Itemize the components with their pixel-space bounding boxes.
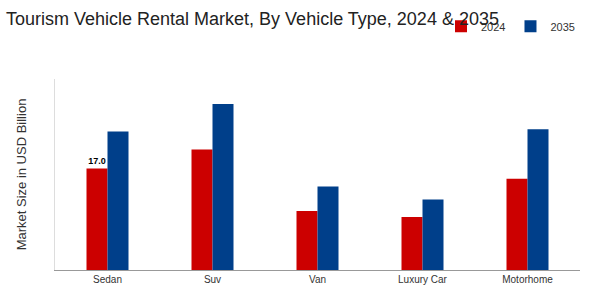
svg-text:2035: 2035 — [550, 21, 574, 33]
svg-text:Luxury Car: Luxury Car — [398, 274, 448, 285]
svg-text:Van: Van — [309, 274, 326, 285]
svg-text:17.0: 17.0 — [88, 156, 106, 166]
svg-text:Tourism Vehicle Rental Market,: Tourism Vehicle Rental Market, By Vehicl… — [6, 9, 499, 29]
svg-text:Market Size in USD Billion: Market Size in USD Billion — [14, 99, 29, 251]
svg-text:Sedan: Sedan — [93, 274, 122, 285]
svg-text:Suv: Suv — [204, 274, 221, 285]
svg-text:Motorhome: Motorhome — [502, 274, 553, 285]
svg-text:2024: 2024 — [481, 21, 505, 33]
